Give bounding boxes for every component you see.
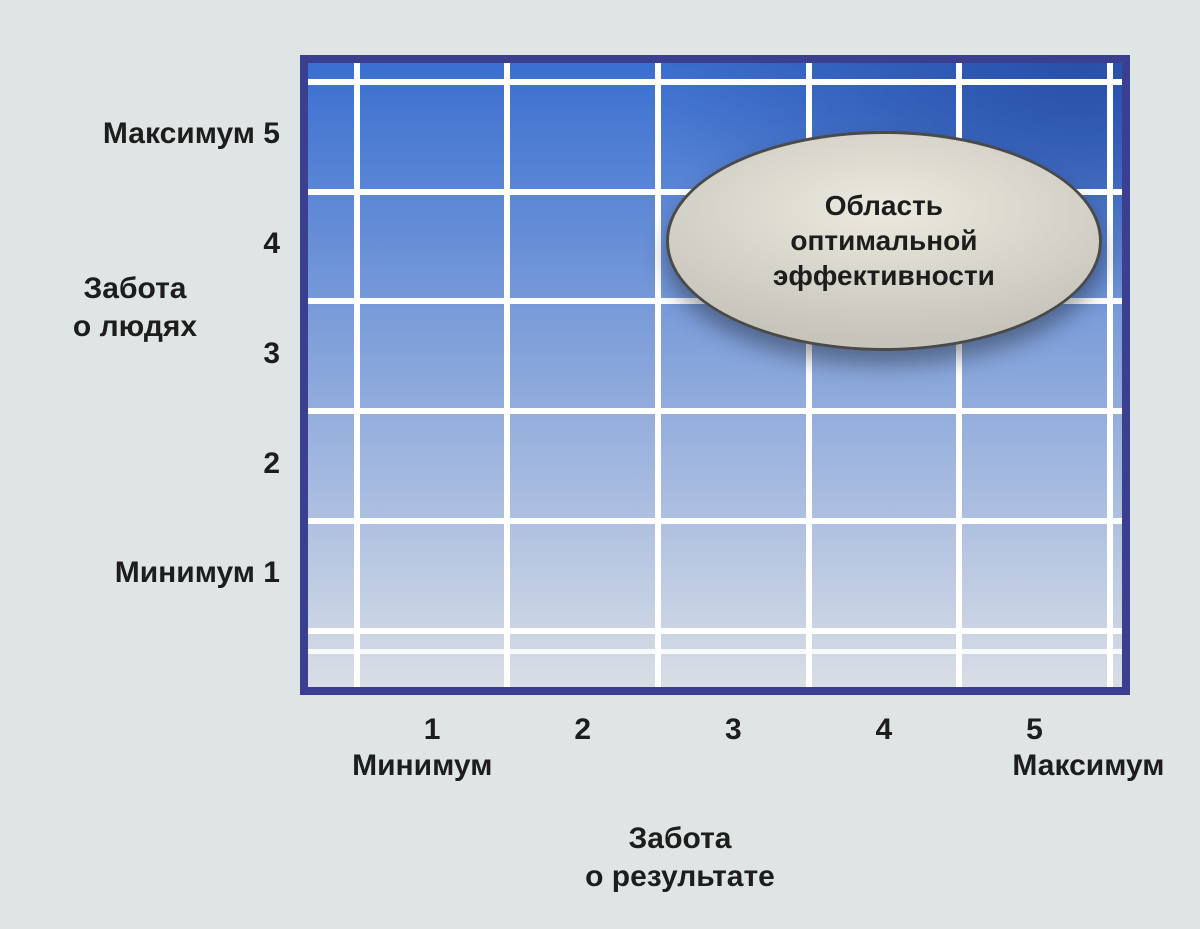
y-tick-label: 4: [263, 227, 280, 261]
x-tick-label: 1: [392, 713, 472, 747]
callout-text: Область оптимальной эффективности: [773, 188, 995, 293]
x-axis-title-line2: о результате: [585, 860, 775, 893]
grid-row-line: [308, 628, 1122, 634]
y-tick-label: 3: [263, 337, 280, 371]
grid-col-line: [1107, 63, 1113, 687]
grid-row-line: [308, 79, 1122, 85]
y-tick-label: Максимум 5: [103, 117, 280, 151]
x-tick-label: 5: [994, 713, 1074, 747]
grid-row-line: [308, 518, 1122, 524]
x-axis-title-line1: Забота: [629, 822, 732, 855]
y-axis-title-line2: о людях: [73, 310, 197, 343]
x-tick-label: 2: [543, 713, 623, 747]
plot-area: Область оптимальной эффективности: [300, 55, 1130, 695]
callout-line2: оптимальной: [790, 225, 977, 256]
y-axis-title: Забота о людях: [45, 270, 225, 345]
y-axis-title-line1: Забота: [84, 272, 187, 305]
grid-col-line: [655, 63, 661, 687]
x-tick-label: 3: [693, 713, 773, 747]
optimal-region-callout: Область оптимальной эффективности: [666, 131, 1103, 351]
x-tick-label: 4: [844, 713, 924, 747]
x-axis-min-label: Минимум: [352, 749, 552, 783]
grid-row-line: [308, 649, 1122, 654]
callout-line1: Область: [825, 190, 943, 221]
page: Забота о людях Минимум 1 2 3 4 Максимум 5 Об…: [0, 0, 1200, 929]
grid-row-line: [308, 408, 1122, 414]
x-axis-title: Забота о результате: [500, 820, 860, 895]
grid-col-line: [354, 63, 360, 687]
grid-col-line: [504, 63, 510, 687]
callout-line3: эффективности: [773, 260, 995, 291]
y-tick-label: Минимум 1: [115, 556, 280, 590]
y-tick-label: 2: [263, 447, 280, 481]
x-axis-max-label: Максимум: [944, 749, 1164, 783]
